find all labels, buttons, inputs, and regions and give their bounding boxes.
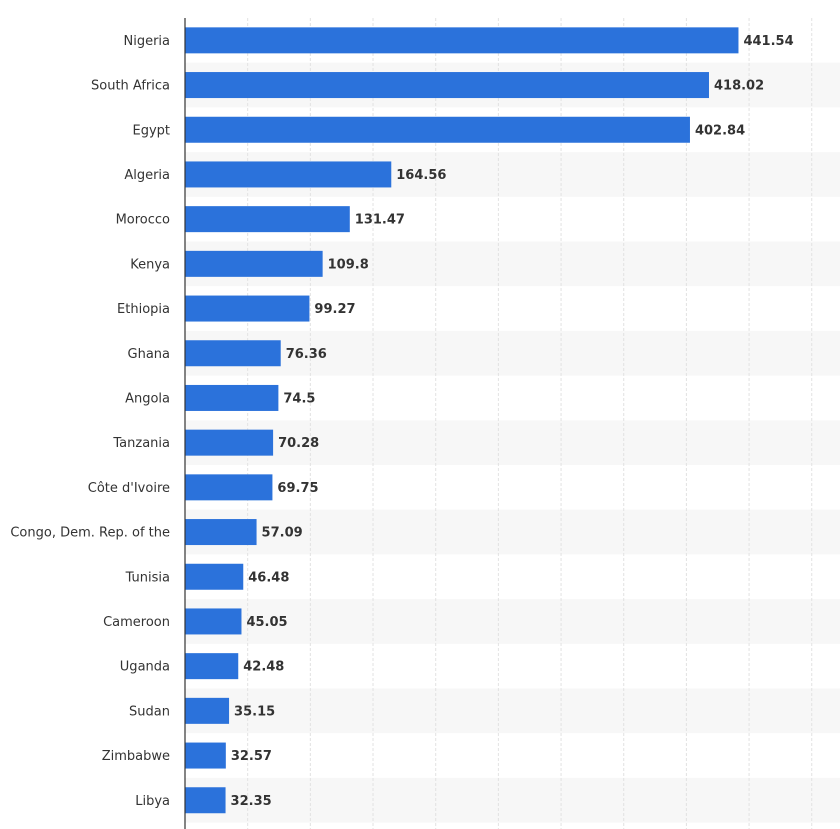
value-label: 42.48 [243,660,284,675]
bar [185,563,244,590]
bar [185,206,350,233]
value-label: 45.05 [246,615,287,630]
bar [185,27,739,54]
value-label: 99.27 [314,302,355,317]
row-band [185,509,840,555]
value-label: 46.48 [248,570,289,585]
value-label: 57.09 [262,526,303,541]
category-label: Tunisia [125,570,170,585]
category-label: Angola [125,391,170,406]
category-label: Tanzania [112,436,170,451]
category-label: Ethiopia [117,302,170,317]
value-label: 32.57 [231,749,272,764]
value-label: 418.02 [714,79,764,94]
bars [185,27,739,814]
value-label: 131.47 [355,213,405,228]
bar [185,653,239,680]
bar [185,429,274,456]
gridlines [247,18,813,829]
bar [185,295,310,322]
value-label: 441.54 [743,34,793,49]
category-label: Congo, Dem. Rep. of the [10,526,170,541]
value-label: 109.8 [328,257,369,272]
bar [185,787,226,814]
bar [185,742,226,769]
category-label: Ghana [128,347,171,362]
category-label: Algeria [124,168,170,183]
bar [185,384,279,411]
bar [185,697,230,724]
row-band [185,420,840,465]
category-label: Zimbabwe [102,749,170,764]
bar [185,250,323,277]
category-label: Libya [135,794,170,809]
category-label: Nigeria [123,34,170,49]
category-label: Uganda [120,660,170,675]
bar [185,608,242,635]
value-label: 32.35 [231,794,272,809]
bar [185,161,392,188]
category-label: South Africa [91,79,170,94]
row-bands [185,62,840,823]
value-label: 76.36 [286,347,327,362]
bar [185,116,690,143]
row-band [185,330,840,376]
category-label: Morocco [116,213,170,228]
value-label: 74.5 [283,391,315,406]
category-label: Côte d'Ivoire [88,481,170,496]
bar [185,474,273,501]
category-labels: Nigeria South Africa Egypt Algeria Morocco Ke… [10,34,170,809]
row-band [185,777,840,823]
value-labels: 441.54 418.02 402.84 164.56 131.47 109.8 99.27… [231,34,794,809]
category-label: Cameroon [103,615,170,630]
row-band [185,599,840,644]
bar [185,519,257,546]
value-label: 69.75 [277,481,318,496]
category-label: Sudan [129,704,170,719]
value-label: 402.84 [695,123,745,138]
category-label: Kenya [130,257,170,272]
value-label: 35.15 [234,704,275,719]
value-label: 164.56 [396,168,446,183]
category-label: Egypt [132,123,170,138]
value-label: 70.28 [278,436,319,451]
bar [185,340,281,367]
row-band [185,688,840,734]
bar [185,72,709,99]
